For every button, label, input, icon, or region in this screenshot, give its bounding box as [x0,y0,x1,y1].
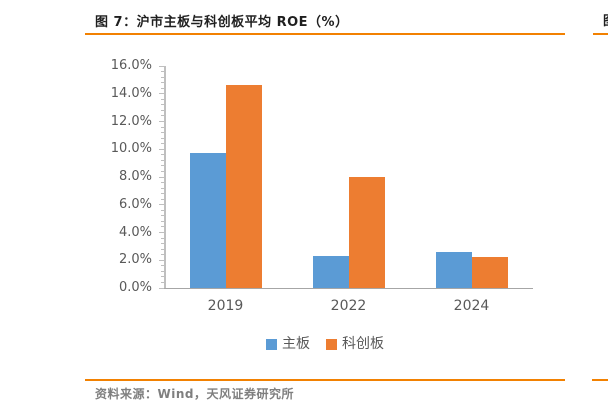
y-axis-tick [161,76,164,78]
source-attribution: 资料来源：Wind，天风证券研究所 [95,387,294,401]
y-axis-tick [161,198,164,200]
legend-swatch-icon [266,339,277,350]
bar-主板-2022 [312,256,349,288]
legend-swatch-icon [326,339,337,350]
y-axis-tick-label: 16.0% [110,58,152,73]
y-axis-tick [161,132,164,134]
adjacent-figure-bottom-rule-fragment [592,379,608,381]
y-axis-line [164,66,166,288]
bar-科创板-2019 [225,85,262,288]
y-axis-tick [159,176,164,178]
y-axis-tick [161,71,164,73]
y-axis-tick [161,254,164,256]
y-axis-tick [161,109,164,111]
y-axis-tick [161,182,164,184]
figure-title: 图 7：沪市主板与科创板平均 ROE（%） [95,15,349,30]
chart-legend: 主板 科创板 [85,337,565,352]
y-axis-tick [159,204,164,206]
adjacent-figure-title-fragment: 图 [603,10,608,27]
figure-top-rule [85,33,565,35]
y-axis-tick [161,87,164,89]
y-axis-tick [161,154,164,156]
y-axis-tick [161,165,164,167]
y-axis-tick [159,287,164,289]
legend-item-科创板: 科创板 [326,337,384,352]
y-axis-tick [161,243,164,245]
y-axis-tick [161,187,164,189]
bar-科创板-2022 [348,177,385,288]
y-axis-tick [161,143,164,145]
y-axis-tick [161,137,164,139]
y-axis-tick-label: 6.0% [118,196,152,212]
y-axis-tick [161,82,164,84]
y-axis-tick [161,126,164,128]
y-axis-tick-label: 12.0% [110,113,152,129]
bar-主板-2019 [189,153,226,288]
y-axis-tick [161,270,164,272]
x-axis-line [164,287,533,289]
y-axis-tick [161,115,164,117]
y-axis-tick [159,148,164,150]
y-axis-tick [159,65,164,67]
y-axis-tick [159,259,164,261]
y-axis-tick [159,232,164,233]
y-axis-tick [161,209,164,211]
y-axis-tick-label: 4.0% [118,224,152,240]
y-axis-tick [161,220,164,222]
x-axis-category-label: 2019 [207,298,244,314]
y-axis-tick [161,170,164,172]
legend-label: 科创板 [342,336,384,352]
adjacent-figure-top-rule-fragment [593,33,608,35]
y-axis-tick [159,93,164,95]
y-axis-tick [161,237,164,239]
legend-item-主板: 主板 [266,337,310,352]
y-axis-tick-label: 0.0% [118,280,152,295]
bar-主板-2024 [435,251,472,288]
y-axis-tick [161,98,164,100]
y-axis-tick-label: 8.0% [118,169,152,184]
y-axis-tick [161,265,164,267]
legend-label: 主板 [282,336,310,352]
y-axis-tick [161,215,164,217]
y-axis-tick [161,226,164,228]
figure-bottom-rule [85,379,565,381]
y-axis-tick [159,121,164,122]
y-axis-tick [161,193,164,195]
y-axis-tick [161,248,164,250]
x-axis-category-label: 2024 [453,298,490,314]
y-axis-tick [161,159,164,161]
y-axis-tick [161,104,164,106]
y-axis-tick [161,281,164,283]
x-axis-category-label: 2022 [330,298,367,314]
y-axis-tick-label: 10.0% [110,141,152,157]
y-axis-tick [161,276,164,278]
bar-科创板-2024 [471,257,508,288]
y-axis-tick-label: 14.0% [110,85,152,101]
y-axis-tick-label: 2.0% [118,252,152,268]
